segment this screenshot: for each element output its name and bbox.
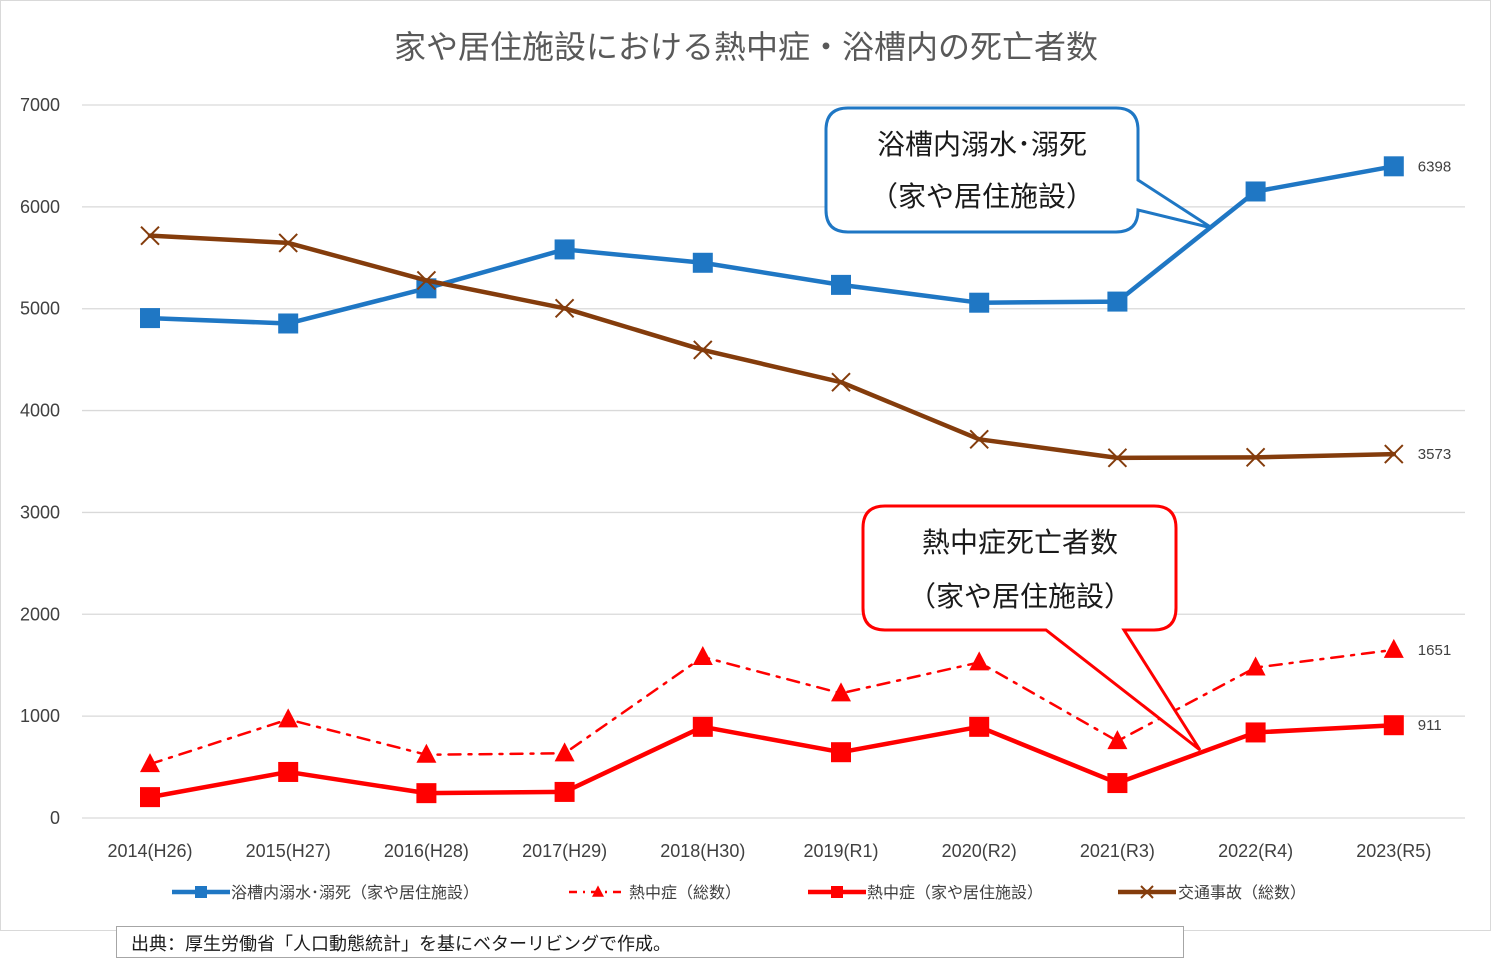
data-point-triangle	[831, 682, 851, 702]
x-tick-label: 2020(R2)	[942, 841, 1017, 861]
data-point-triangle	[692, 645, 713, 665]
data-point-square	[692, 252, 713, 273]
legend: 浴槽内溺水･溺死（家や居住施設） 熱中症（総数） 熱中症（家や居住施設） 交通事故（総…	[172, 883, 1306, 902]
series-2: 1651	[140, 638, 1451, 773]
data-point-x	[693, 340, 713, 360]
line-chart: 家や居住施設における熱中症・浴槽内の死亡者数 0 1000 2000 3000 4000…	[20, 28, 1465, 902]
data-point-square	[278, 761, 299, 782]
y-tick-label: 0	[50, 808, 60, 828]
data-point-x	[1245, 447, 1266, 468]
callout-heatstroke-shape	[861, 504, 1202, 752]
y-tick-label: 7000	[20, 95, 60, 115]
x-tick-label: 2015(H27)	[246, 841, 331, 861]
legend-label: 熱中症（家や居住施設）	[867, 883, 1043, 902]
data-point-square	[1245, 181, 1266, 202]
x-axis: 2014(H26) 2015(H27) 2016(H28) 2017(H29) 2018…	[107, 841, 1431, 861]
data-point-square	[969, 716, 990, 737]
x-tick-label: 2019(R1)	[803, 841, 878, 861]
callout-heatstroke-line2: （家や居住施設）	[908, 580, 1132, 613]
callout-bathtub: 浴槽内溺水･溺死 （家や居住施設）	[824, 106, 1213, 234]
y-tick-label: 3000	[20, 502, 60, 522]
legend-item-3: 熱中症（家や居住施設）	[808, 883, 1043, 902]
chart-title: 家や居住施設における熱中症・浴槽内の死亡者数	[394, 28, 1098, 66]
data-point-square	[1245, 722, 1266, 743]
series-line	[147, 164, 1397, 326]
series-line	[147, 233, 1397, 461]
data-label: 911	[1418, 717, 1442, 734]
data-point-square	[1383, 156, 1404, 177]
legend-label: 熱中症（総数）	[629, 883, 741, 902]
x-tick-label: 2016(H28)	[384, 841, 469, 861]
data-point-square	[1107, 773, 1128, 794]
legend-item-2: 熱中症（総数）	[569, 883, 741, 902]
series-line	[148, 648, 1396, 766]
callout-bathtub-shape	[824, 106, 1213, 234]
y-tick-label: 4000	[20, 401, 60, 421]
data-point-x	[1107, 448, 1128, 468]
y-axis: 0 1000 2000 3000 4000 5000 6000 7000	[20, 95, 60, 828]
data-point-triangle	[416, 743, 437, 763]
callout-heatstroke: 熱中症死亡者数 （家や居住施設）	[861, 504, 1202, 752]
y-tick-label: 1000	[20, 706, 60, 726]
series-4: 3573	[140, 225, 1451, 468]
data-point-square	[278, 313, 299, 334]
data-point-triangle	[140, 753, 160, 773]
callout-bathtub-line1: 浴槽内溺水･溺死	[877, 128, 1087, 161]
data-point-triangle	[1383, 638, 1404, 658]
data-point-x	[140, 225, 160, 246]
legend-label: 交通事故（総数）	[1178, 883, 1306, 902]
data-point-square	[195, 886, 207, 898]
data-point-square	[1383, 715, 1404, 736]
data-point-square	[831, 886, 843, 898]
series-group: 6398 1651 911 3573	[140, 156, 1451, 808]
data-point-triangle	[592, 885, 604, 897]
data-point-square	[554, 239, 575, 260]
data-point-square	[1107, 291, 1128, 312]
data-point-x	[1384, 444, 1404, 464]
source-note: 出典：厚生労働省「人口動態統計」を基にベターリビングで作成。	[116, 926, 1184, 958]
series-1: 6398	[140, 156, 1451, 334]
legend-item-1: 浴槽内溺水･溺死（家や居住施設）	[172, 883, 479, 902]
series-line	[147, 722, 1397, 800]
data-label: 3573	[1418, 446, 1451, 463]
x-tick-label: 2018(H30)	[660, 841, 745, 861]
y-tick-label: 5000	[20, 299, 60, 319]
data-point-square	[140, 308, 160, 329]
data-label: 1651	[1418, 642, 1451, 659]
data-point-square	[831, 274, 851, 295]
grid-lines	[82, 104, 1465, 819]
x-tick-label: 2014(H26)	[107, 841, 192, 861]
callout-heatstroke-line1: 熱中症死亡者数	[922, 526, 1118, 559]
data-point-triangle	[969, 651, 990, 671]
data-point-x	[416, 270, 437, 291]
y-tick-label: 2000	[20, 604, 60, 624]
data-point-x	[831, 372, 851, 392]
data-point-x	[969, 429, 989, 450]
data-point-x	[278, 233, 298, 253]
callout-bathtub-line2: （家や居住施設）	[870, 180, 1094, 213]
data-point-square	[554, 781, 575, 802]
data-point-triangle	[554, 742, 575, 762]
data-point-triangle	[278, 708, 299, 728]
x-tick-label: 2021(R3)	[1080, 841, 1155, 861]
data-point-triangle	[1245, 656, 1266, 676]
data-point-square	[140, 787, 160, 808]
x-tick-label: 2023(R5)	[1356, 841, 1431, 861]
data-point-square	[969, 292, 990, 313]
legend-item-4: 交通事故（総数）	[1118, 883, 1306, 902]
data-label: 6398	[1418, 158, 1451, 175]
legend-label: 浴槽内溺水･溺死（家や居住施設）	[231, 883, 479, 902]
data-point-x	[554, 298, 575, 319]
y-tick-label: 6000	[20, 197, 60, 217]
data-point-x	[1140, 885, 1154, 899]
data-point-square	[831, 742, 851, 763]
x-tick-label: 2017(H29)	[522, 841, 607, 861]
data-point-triangle	[1107, 730, 1128, 750]
x-tick-label: 2022(R4)	[1218, 841, 1293, 861]
data-point-square	[692, 716, 713, 737]
series-3: 911	[140, 715, 1442, 808]
data-point-square	[416, 783, 437, 804]
